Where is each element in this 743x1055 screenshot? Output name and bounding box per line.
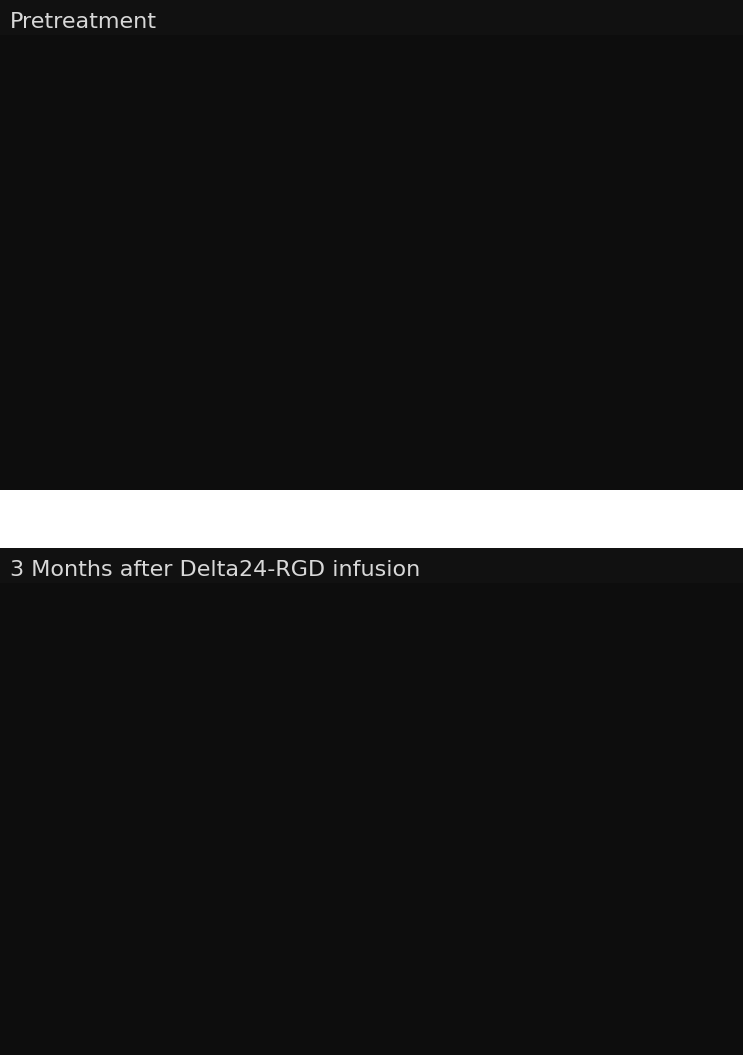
Bar [0,490,743,548]
Text: Pretreatment: Pretreatment [10,12,157,32]
Bar [0,0,743,35]
Text: 3 Months after Delta24-RGD infusion: 3 Months after Delta24-RGD infusion [10,560,421,580]
Bar [0,548,743,583]
